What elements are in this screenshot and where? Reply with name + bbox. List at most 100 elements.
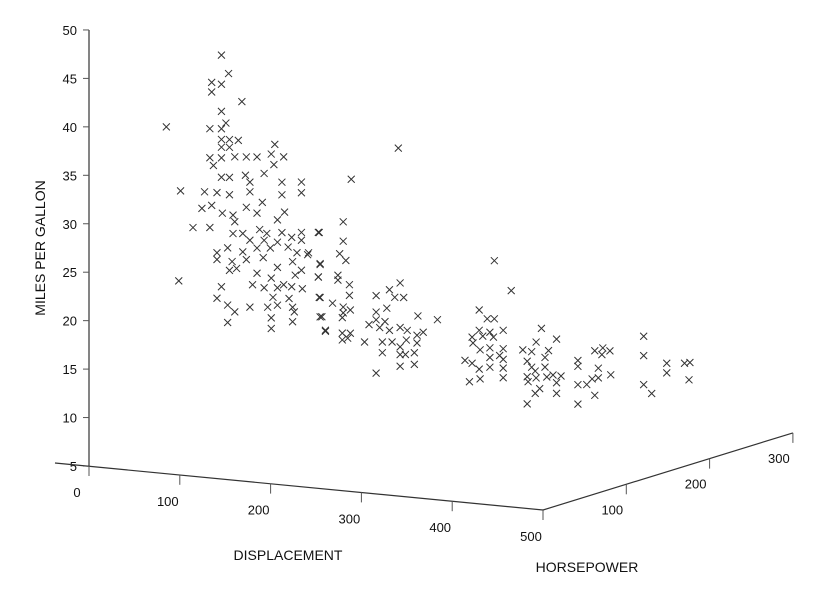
data-point — [304, 248, 313, 257]
data-point — [328, 299, 337, 308]
data-point — [230, 152, 239, 161]
x-tick-label: 300 — [339, 511, 361, 526]
data-point — [225, 173, 234, 182]
data-point — [174, 276, 183, 285]
data-point — [360, 338, 369, 346]
data-point — [378, 348, 387, 357]
data-point — [478, 332, 487, 341]
data-point — [248, 280, 257, 289]
data-point — [263, 303, 272, 312]
data-point — [476, 375, 484, 383]
x-tick-label: 100 — [157, 494, 179, 509]
data-point — [225, 143, 234, 152]
data-point — [365, 320, 373, 329]
data-point — [399, 293, 408, 302]
data-point — [549, 371, 557, 379]
data-point — [662, 359, 671, 368]
data-point — [217, 135, 226, 144]
data-point — [217, 51, 226, 59]
data-point — [590, 346, 599, 355]
data-point — [396, 343, 404, 351]
data-point — [189, 223, 197, 232]
data-point — [258, 198, 267, 207]
y-tick-label: 100 — [601, 502, 623, 517]
data-point — [594, 364, 603, 373]
data-point — [230, 308, 239, 316]
data-point — [217, 154, 226, 162]
data-point — [206, 124, 214, 133]
data-point — [410, 348, 419, 357]
data-point — [207, 78, 216, 87]
data-point — [280, 208, 289, 217]
data-point — [229, 211, 237, 219]
data-point — [372, 369, 380, 377]
data-point — [588, 375, 596, 383]
data-point — [217, 124, 226, 133]
z-tick-label: 40 — [63, 120, 77, 135]
data-point — [347, 175, 356, 184]
data-point — [238, 248, 247, 256]
data-point — [260, 169, 268, 178]
data-point — [662, 369, 671, 377]
data-point — [297, 178, 306, 186]
data-point — [223, 301, 232, 309]
data-point — [224, 69, 233, 78]
data-point — [246, 187, 254, 196]
data-point — [574, 400, 582, 408]
data-point — [410, 360, 419, 369]
data-point — [388, 338, 396, 346]
y-axis-title: HORSEPOWER — [536, 559, 639, 575]
data-point — [273, 238, 282, 247]
data-point — [339, 309, 348, 317]
data-point — [223, 318, 232, 327]
data-point — [287, 233, 296, 242]
data-point — [287, 282, 296, 291]
data-point — [342, 256, 350, 265]
data-point — [267, 313, 276, 322]
data-point — [532, 374, 540, 382]
data-point — [339, 237, 348, 246]
data-point — [260, 236, 268, 245]
data-point — [238, 229, 247, 238]
data-point — [218, 209, 227, 218]
data-point — [288, 303, 297, 312]
data-point — [270, 160, 278, 169]
data-point — [315, 293, 324, 302]
data-point — [297, 188, 306, 197]
data-point — [499, 344, 508, 353]
z-tick-label: 15 — [63, 362, 77, 377]
data-point — [225, 190, 234, 199]
data-point — [217, 80, 226, 89]
data-point — [321, 326, 330, 335]
data-point — [213, 248, 221, 257]
data-point — [518, 346, 527, 354]
x-tick-label: 500 — [520, 529, 542, 544]
data-point — [316, 313, 324, 321]
data-point — [279, 280, 288, 289]
data-point — [315, 228, 324, 237]
data-point — [639, 351, 648, 360]
data-point — [499, 373, 508, 382]
data-point — [419, 328, 428, 337]
y-tick-label: 300 — [768, 451, 790, 466]
data-point — [217, 107, 226, 116]
data-point — [475, 365, 484, 373]
data-point — [162, 123, 171, 131]
data-point — [433, 315, 442, 324]
data-point — [213, 255, 221, 264]
data-point — [278, 178, 286, 187]
data-point — [375, 323, 384, 332]
z-axis-title: MILES PER GALLON — [32, 180, 48, 315]
data-point — [647, 389, 656, 398]
axes: 5101520253035404550010020030040050010020… — [54, 23, 794, 544]
data-point — [541, 353, 549, 362]
data-point — [253, 153, 261, 161]
y-axis-line — [542, 432, 794, 511]
data-point — [403, 326, 412, 335]
data-point — [499, 364, 508, 372]
data-point — [372, 291, 380, 300]
x-axis-line — [54, 462, 544, 511]
data-point — [217, 173, 226, 182]
data-point — [255, 225, 264, 234]
data-point — [590, 391, 599, 400]
